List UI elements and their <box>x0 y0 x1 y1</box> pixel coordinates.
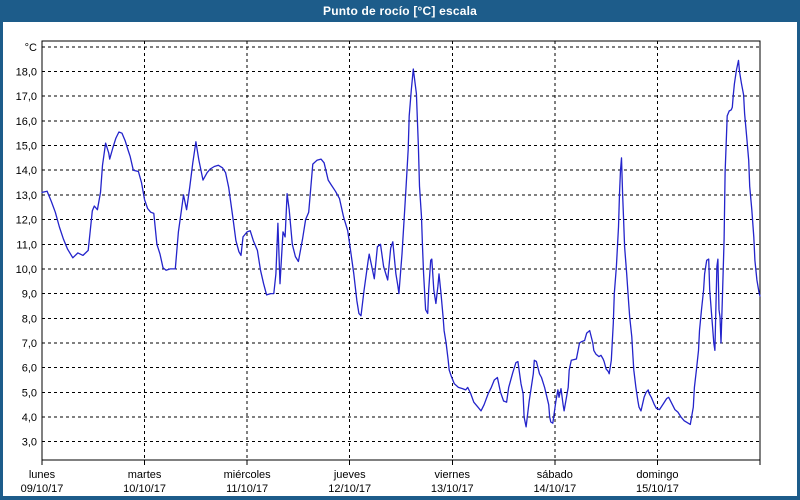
y-tick-label-10: 10,0 <box>16 264 37 276</box>
dewpoint-chart: °C 18,0 17,0 16,0 15,0 14,0 13,0 12,0 11,0 10,0 9… <box>16 40 761 495</box>
y-tick-label-8: 8,0 <box>22 313 37 325</box>
dewpoint-line <box>41 59 761 428</box>
day-date-label: 10/10/17 <box>123 483 166 495</box>
y-axis-unit-label: °C <box>25 42 37 54</box>
day-date-label: 09/10/17 <box>21 483 64 495</box>
window-title: Punto de rocío [°C] escala <box>322 4 478 18</box>
day-date-label: 12/10/17 <box>328 483 371 495</box>
x-axis-labels: lunes 09/10/17 martes 10/10/17 miércoles 11/1… <box>21 469 679 495</box>
y-tick-label-17: 17,0 <box>16 91 37 103</box>
y-tick-label-11: 11,0 <box>16 239 37 251</box>
day-name-label: jueves <box>333 469 366 481</box>
y-gridlines <box>42 46 760 443</box>
y-tick-label-13: 13,0 <box>16 190 37 202</box>
plot-border <box>41 40 761 461</box>
y-tick-label-5: 5,0 <box>22 387 37 399</box>
day-name-label: martes <box>128 469 162 481</box>
day-date-label: 14/10/17 <box>533 483 576 495</box>
window-titlebar: Punto de rocío [°C] escala <box>0 0 800 22</box>
y-tick-label-12: 12,0 <box>16 215 37 227</box>
y-tick-label-14: 14,0 <box>16 165 37 177</box>
day-date-label: 11/10/17 <box>226 483 268 495</box>
y-axis-labels: 18,0 17,0 16,0 15,0 14,0 13,0 12,0 11,0 10,0 9,0 8… <box>16 67 37 449</box>
day-name-label: sábado <box>537 469 573 481</box>
y-tick-label-7: 7,0 <box>22 338 37 350</box>
chart-area: °C 18,0 17,0 16,0 15,0 14,0 13,0 12,0 11,0 10,0 9… <box>3 22 797 496</box>
day-name-label: viernes <box>435 469 471 481</box>
y-tick-label-18: 18,0 <box>16 67 37 79</box>
y-tick-label-9: 9,0 <box>22 289 37 301</box>
y-tick-label-15: 15,0 <box>16 141 37 153</box>
day-name-label: lunes <box>29 469 56 481</box>
y-tick-label-16: 16,0 <box>16 116 37 128</box>
y-tick-label-6: 6,0 <box>22 363 37 375</box>
day-name-label: domingo <box>636 469 678 481</box>
x-axis-ticks <box>41 460 761 465</box>
day-name-label: miércoles <box>224 469 272 481</box>
y-tick-label-3: 3,0 <box>22 437 37 449</box>
day-date-label: 15/10/17 <box>636 483 679 495</box>
day-date-label: 13/10/17 <box>431 483 474 495</box>
y-tick-label-4: 4,0 <box>22 412 37 424</box>
x-gridlines <box>144 41 658 460</box>
